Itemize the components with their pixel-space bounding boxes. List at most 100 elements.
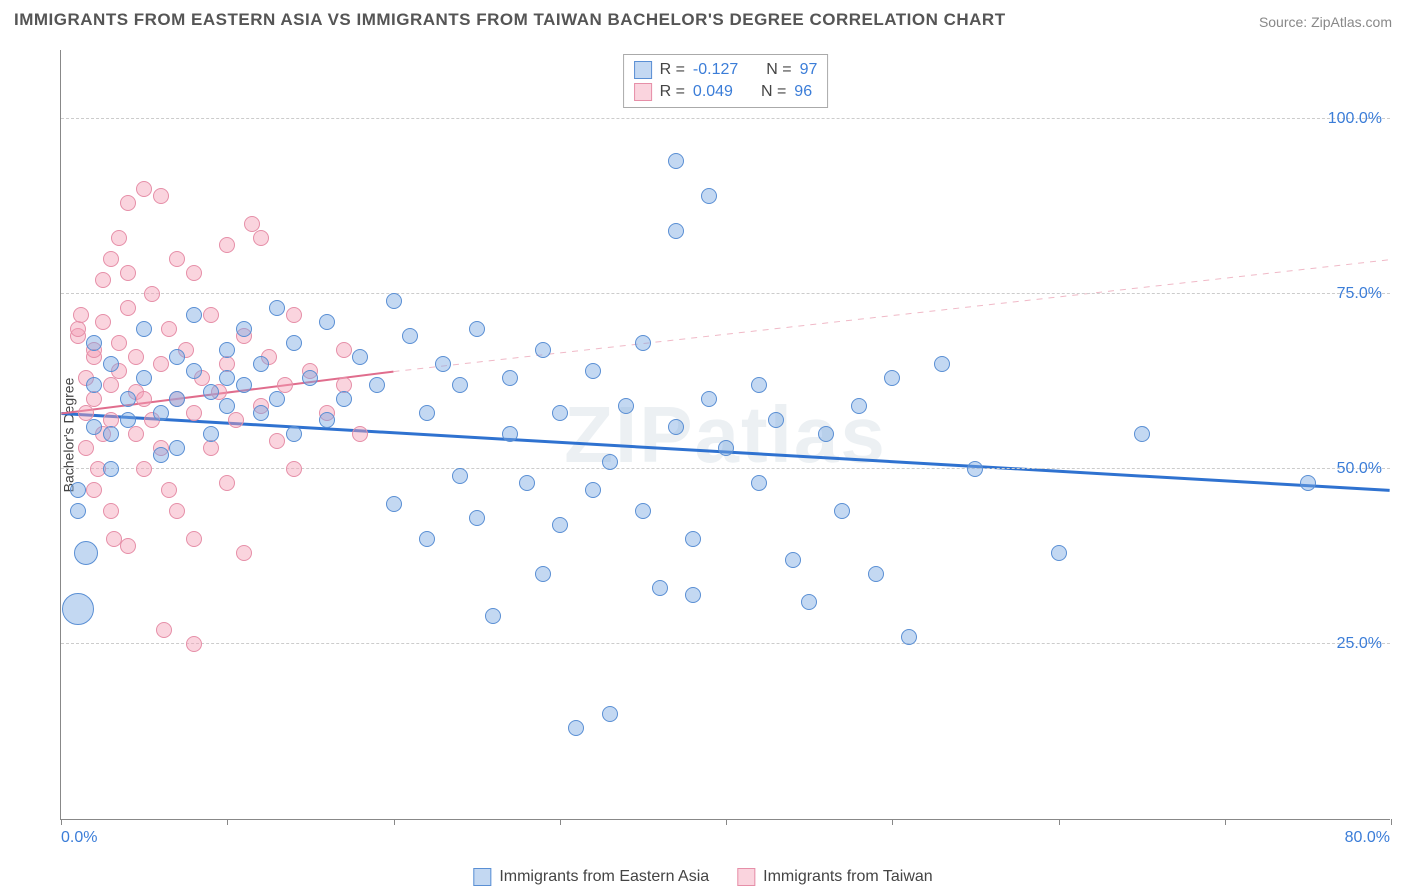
- blue-marker: [62, 593, 94, 625]
- blue-marker: [386, 496, 402, 512]
- blue-marker: [369, 377, 385, 393]
- pink-marker: [161, 482, 177, 498]
- blue-marker: [535, 342, 551, 358]
- source-prefix: Source:: [1259, 14, 1311, 30]
- blue-marker: [668, 419, 684, 435]
- blue-marker: [352, 349, 368, 365]
- blue-marker: [136, 321, 152, 337]
- blue-marker: [319, 314, 335, 330]
- n-label: N =: [761, 81, 786, 103]
- blue-marker: [552, 517, 568, 533]
- blue-marker: [1134, 426, 1150, 442]
- blue-marker: [253, 356, 269, 372]
- blue-marker: [402, 328, 418, 344]
- n-value-pink: 96: [794, 81, 812, 103]
- pink-marker: [78, 440, 94, 456]
- pink-marker: [203, 307, 219, 323]
- blue-marker: [652, 580, 668, 596]
- pink-marker: [203, 440, 219, 456]
- blue-marker: [186, 363, 202, 379]
- blue-marker: [552, 405, 568, 421]
- blue-marker: [86, 419, 102, 435]
- blue-marker: [635, 335, 651, 351]
- blue-marker: [901, 629, 917, 645]
- blue-marker: [103, 426, 119, 442]
- n-label: N =: [766, 59, 791, 81]
- blue-marker: [701, 391, 717, 407]
- r-label: R =: [660, 59, 685, 81]
- blue-marker: [668, 223, 684, 239]
- legend-series: Immigrants from Eastern Asia Immigrants …: [473, 868, 932, 886]
- pink-marker: [144, 286, 160, 302]
- blue-marker: [818, 426, 834, 442]
- n-value-blue: 97: [800, 59, 818, 81]
- pink-marker: [111, 230, 127, 246]
- source-attribution: Source: ZipAtlas.com: [1259, 14, 1392, 30]
- plot-area: Bachelor's Degree ZIPatlas R = -0.127 N …: [60, 50, 1390, 820]
- x-tick: [726, 819, 727, 825]
- blue-marker: [74, 541, 98, 565]
- legend-swatch-pink: [737, 868, 755, 886]
- blue-marker: [884, 370, 900, 386]
- blue-marker: [718, 440, 734, 456]
- blue-marker: [435, 356, 451, 372]
- pink-marker: [186, 405, 202, 421]
- blue-marker: [967, 461, 983, 477]
- pink-marker: [136, 181, 152, 197]
- blue-marker: [103, 461, 119, 477]
- x-tick: [1059, 819, 1060, 825]
- pink-marker: [103, 377, 119, 393]
- pink-marker: [156, 622, 172, 638]
- pink-marker: [103, 503, 119, 519]
- blue-marker: [136, 370, 152, 386]
- blue-marker: [286, 335, 302, 351]
- gridline: [61, 468, 1390, 469]
- blue-marker: [685, 531, 701, 547]
- y-tick-label: 25.0%: [1337, 635, 1382, 653]
- pink-marker: [120, 195, 136, 211]
- pink-marker: [352, 426, 368, 442]
- gridline: [61, 643, 1390, 644]
- legend-item-blue: Immigrants from Eastern Asia: [473, 868, 709, 886]
- pink-marker: [336, 342, 352, 358]
- pink-marker: [70, 321, 86, 337]
- blue-marker: [269, 300, 285, 316]
- y-tick-label: 50.0%: [1337, 460, 1382, 478]
- blue-marker: [1051, 545, 1067, 561]
- pink-marker: [286, 461, 302, 477]
- pink-marker: [228, 412, 244, 428]
- blue-marker: [269, 391, 285, 407]
- pink-marker: [86, 482, 102, 498]
- y-tick-label: 75.0%: [1337, 285, 1382, 303]
- x-tick: [227, 819, 228, 825]
- blue-marker: [801, 594, 817, 610]
- gridline: [61, 118, 1390, 119]
- pink-marker: [186, 265, 202, 281]
- pink-marker: [95, 314, 111, 330]
- x-tick: [1225, 819, 1226, 825]
- trend-lines-layer: [61, 50, 1390, 819]
- pink-marker: [111, 335, 127, 351]
- blue-marker: [153, 447, 169, 463]
- blue-marker: [834, 503, 850, 519]
- pink-marker: [236, 545, 252, 561]
- blue-marker: [70, 482, 86, 498]
- legend-stats-box: R = -0.127 N = 97 R = 0.049 N = 96: [623, 54, 829, 108]
- legend-stats-row-blue: R = -0.127 N = 97: [634, 59, 818, 81]
- blue-marker: [934, 356, 950, 372]
- pink-marker: [153, 356, 169, 372]
- blue-marker: [585, 363, 601, 379]
- pink-marker: [161, 321, 177, 337]
- blue-marker: [169, 440, 185, 456]
- blue-marker: [319, 412, 335, 428]
- x-axis-min-label: 0.0%: [61, 829, 97, 847]
- blue-marker: [186, 307, 202, 323]
- legend-label-pink: Immigrants from Taiwan: [763, 868, 933, 886]
- pink-marker: [120, 538, 136, 554]
- chart-title: IMMIGRANTS FROM EASTERN ASIA VS IMMIGRAN…: [14, 10, 1006, 30]
- legend-stats-row-pink: R = 0.049 N = 96: [634, 81, 818, 103]
- blue-marker: [253, 405, 269, 421]
- blue-marker: [419, 405, 435, 421]
- x-tick: [560, 819, 561, 825]
- x-axis-max-label: 80.0%: [1345, 829, 1390, 847]
